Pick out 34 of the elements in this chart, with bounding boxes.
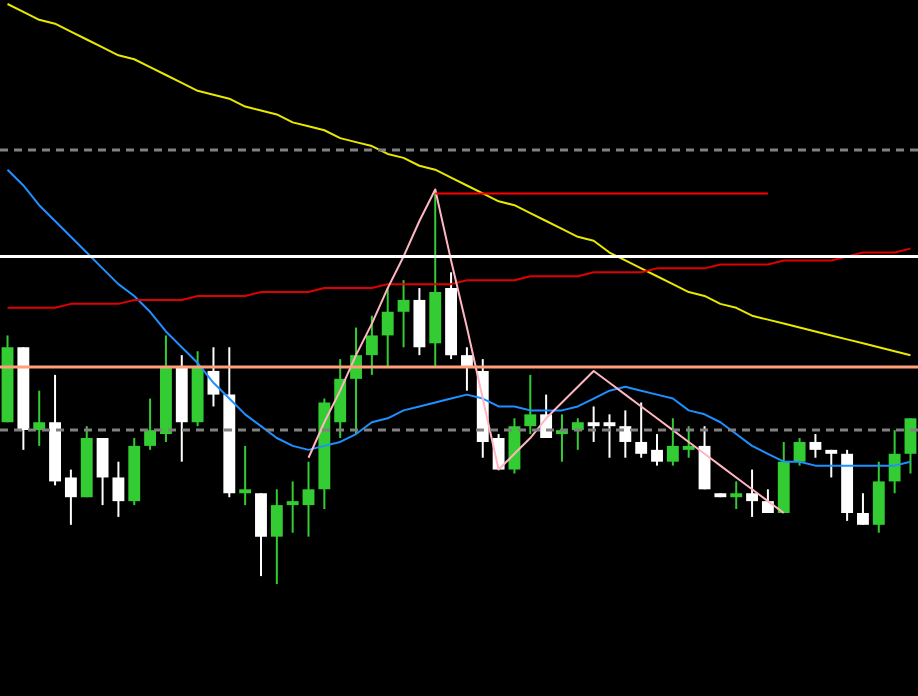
candlestick [571,417,584,451]
candlestick [682,425,695,459]
candlestick [64,468,77,526]
candlestick [904,417,917,475]
candlestick [524,373,537,436]
candlestick [825,448,838,479]
candlestick [666,417,679,467]
candlestick [255,492,267,578]
candlestick [809,433,822,459]
candlestick [365,314,378,376]
candlestick [112,460,125,518]
candlestick [144,397,157,451]
candlestick [286,480,299,534]
candlestick [651,433,663,467]
candlestick [270,488,283,585]
candlestick [397,279,410,349]
candlestick [302,460,315,538]
candlestick [793,437,806,467]
candlestick [857,492,869,526]
candlestick [603,413,616,459]
candlestick [761,488,774,514]
candlestick [587,405,600,443]
candlestick [635,401,648,459]
candlestick [334,358,347,440]
candlestick [96,437,109,507]
candlestick [888,429,901,495]
candlestick [746,468,758,518]
candlestick [730,480,743,511]
candlestick [413,287,426,357]
candlestick [239,444,252,507]
candlestick [33,389,46,447]
candlestick [872,460,885,534]
candlestick [381,287,394,368]
candlestick [619,409,632,459]
